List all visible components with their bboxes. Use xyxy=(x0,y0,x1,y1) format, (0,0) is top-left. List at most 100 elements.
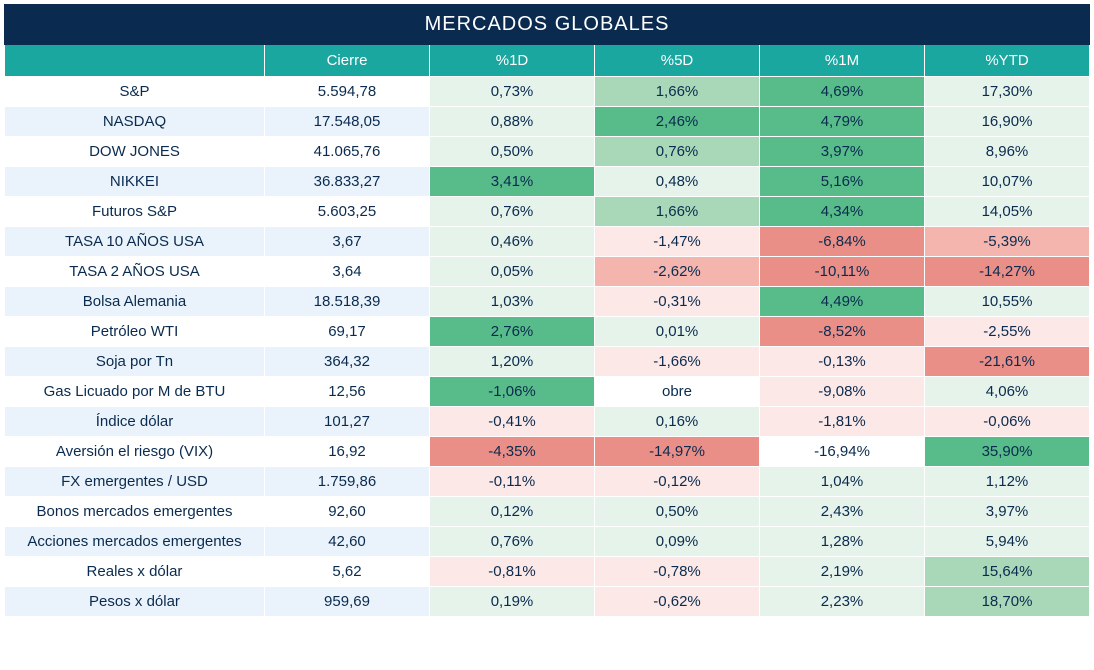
pct-cell: 4,69% xyxy=(760,77,925,107)
close-value: 42,60 xyxy=(265,527,430,557)
pct-cell: 0,76% xyxy=(430,527,595,557)
pct-cell: 14,05% xyxy=(925,197,1090,227)
table-row: Pesos x dólar959,690,19%-0,62%2,23%18,70… xyxy=(5,587,1090,617)
instrument-name: Aversión el riesgo (VIX) xyxy=(5,437,265,467)
pct-cell: 15,64% xyxy=(925,557,1090,587)
instrument-name: Soja por Tn xyxy=(5,347,265,377)
instrument-name: S&P xyxy=(5,77,265,107)
pct-cell: 0,88% xyxy=(430,107,595,137)
pct-cell: 4,49% xyxy=(760,287,925,317)
pct-cell: 0,73% xyxy=(430,77,595,107)
close-value: 5.594,78 xyxy=(265,77,430,107)
pct-cell: 1,28% xyxy=(760,527,925,557)
pct-cell: 0,01% xyxy=(595,317,760,347)
pct-cell: -14,27% xyxy=(925,257,1090,287)
table-row: TASA 10 AÑOS USA3,670,46%-1,47%-6,84%-5,… xyxy=(5,227,1090,257)
pct-cell: 2,76% xyxy=(430,317,595,347)
pct-cell: 2,43% xyxy=(760,497,925,527)
pct-cell: -16,94% xyxy=(760,437,925,467)
pct-cell: -0,12% xyxy=(595,467,760,497)
pct-cell: 1,04% xyxy=(760,467,925,497)
instrument-name: Gas Licuado por M de BTU xyxy=(5,377,265,407)
close-value: 101,27 xyxy=(265,407,430,437)
col-1m: %1M xyxy=(760,45,925,77)
pct-cell: -0,62% xyxy=(595,587,760,617)
pct-cell: -0,81% xyxy=(430,557,595,587)
instrument-name: Acciones mercados emergentes xyxy=(5,527,265,557)
col-name xyxy=(5,45,265,77)
pct-cell: 0,76% xyxy=(430,197,595,227)
instrument-name: TASA 10 AÑOS USA xyxy=(5,227,265,257)
table-title: MERCADOS GLOBALES xyxy=(5,5,1090,45)
pct-cell: -5,39% xyxy=(925,227,1090,257)
close-value: 3,67 xyxy=(265,227,430,257)
pct-cell: 0,16% xyxy=(595,407,760,437)
global-markets-table: MERCADOS GLOBALES Cierre %1D %5D %1M %YT… xyxy=(4,4,1090,617)
close-value: 12,56 xyxy=(265,377,430,407)
table-row: Acciones mercados emergentes42,600,76%0,… xyxy=(5,527,1090,557)
pct-cell: 0,05% xyxy=(430,257,595,287)
instrument-name: DOW JONES xyxy=(5,137,265,167)
table-row: Gas Licuado por M de BTU12,56-1,06%obre-… xyxy=(5,377,1090,407)
table-row: DOW JONES41.065,760,50%0,76%3,97%8,96% xyxy=(5,137,1090,167)
instrument-name: Bonos mercados emergentes xyxy=(5,497,265,527)
pct-cell: 10,55% xyxy=(925,287,1090,317)
table-row: NIKKEI36.833,273,41%0,48%5,16%10,07% xyxy=(5,167,1090,197)
close-value: 36.833,27 xyxy=(265,167,430,197)
close-value: 69,17 xyxy=(265,317,430,347)
pct-cell: -2,62% xyxy=(595,257,760,287)
pct-cell: -6,84% xyxy=(760,227,925,257)
instrument-name: Futuros S&P xyxy=(5,197,265,227)
pct-cell: 4,06% xyxy=(925,377,1090,407)
close-value: 17.548,05 xyxy=(265,107,430,137)
pct-cell: -9,08% xyxy=(760,377,925,407)
pct-cell: -21,61% xyxy=(925,347,1090,377)
pct-cell: 2,46% xyxy=(595,107,760,137)
pct-cell: 1,20% xyxy=(430,347,595,377)
instrument-name: Índice dólar xyxy=(5,407,265,437)
close-value: 5.603,25 xyxy=(265,197,430,227)
table-row: Petróleo WTI69,172,76%0,01%-8,52%-2,55% xyxy=(5,317,1090,347)
close-value: 16,92 xyxy=(265,437,430,467)
pct-cell: -1,47% xyxy=(595,227,760,257)
pct-cell: -4,35% xyxy=(430,437,595,467)
pct-cell: 8,96% xyxy=(925,137,1090,167)
close-value: 364,32 xyxy=(265,347,430,377)
pct-cell: -0,06% xyxy=(925,407,1090,437)
pct-cell: 4,79% xyxy=(760,107,925,137)
pct-cell: 0,48% xyxy=(595,167,760,197)
instrument-name: NIKKEI xyxy=(5,167,265,197)
pct-cell: 1,66% xyxy=(595,197,760,227)
pct-cell: 5,94% xyxy=(925,527,1090,557)
pct-cell: 0,12% xyxy=(430,497,595,527)
pct-cell: 3,41% xyxy=(430,167,595,197)
pct-cell: 18,70% xyxy=(925,587,1090,617)
header-row: Cierre %1D %5D %1M %YTD xyxy=(5,45,1090,77)
close-value: 18.518,39 xyxy=(265,287,430,317)
pct-cell: -0,31% xyxy=(595,287,760,317)
pct-cell: -14,97% xyxy=(595,437,760,467)
pct-cell: 0,19% xyxy=(430,587,595,617)
col-1d: %1D xyxy=(430,45,595,77)
pct-cell: 1,03% xyxy=(430,287,595,317)
close-value: 5,62 xyxy=(265,557,430,587)
pct-cell: 3,97% xyxy=(925,497,1090,527)
pct-cell: -0,78% xyxy=(595,557,760,587)
pct-cell: obre xyxy=(595,377,760,407)
close-value: 1.759,86 xyxy=(265,467,430,497)
pct-cell: 3,97% xyxy=(760,137,925,167)
table-row: NASDAQ17.548,050,88%2,46%4,79%16,90% xyxy=(5,107,1090,137)
table-body: S&P5.594,780,73%1,66%4,69%17,30%NASDAQ17… xyxy=(5,77,1090,617)
col-close: Cierre xyxy=(265,45,430,77)
pct-cell: -1,66% xyxy=(595,347,760,377)
title-row: MERCADOS GLOBALES xyxy=(5,5,1090,45)
pct-cell: -0,11% xyxy=(430,467,595,497)
pct-cell: 16,90% xyxy=(925,107,1090,137)
instrument-name: NASDAQ xyxy=(5,107,265,137)
pct-cell: 4,34% xyxy=(760,197,925,227)
table-row: Reales x dólar5,62-0,81%-0,78%2,19%15,64… xyxy=(5,557,1090,587)
pct-cell: 35,90% xyxy=(925,437,1090,467)
close-value: 41.065,76 xyxy=(265,137,430,167)
col-5d: %5D xyxy=(595,45,760,77)
pct-cell: 5,16% xyxy=(760,167,925,197)
